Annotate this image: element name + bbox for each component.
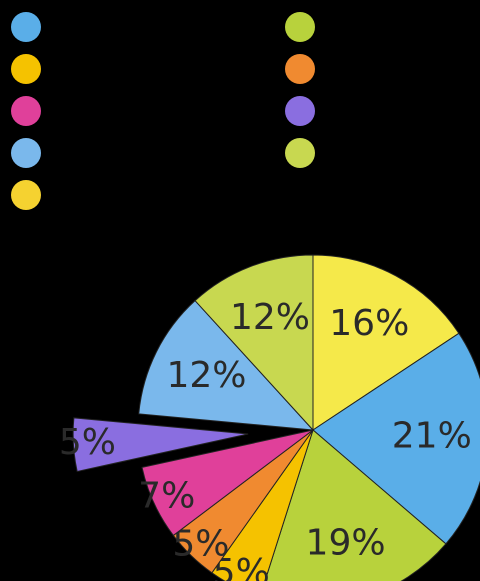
data-label: 16% [329,303,409,344]
data-label: 7% [138,475,195,516]
data-label: 21% [392,415,472,456]
pie-slice [194,254,314,432]
pie-slice [312,254,460,431]
legend-dot [11,138,41,168]
legend-dot [11,54,41,84]
legend-dot [285,96,315,126]
data-label: 5% [59,422,116,463]
data-label: 5% [172,524,229,565]
legend-dot [11,12,41,42]
data-label: 19% [306,522,386,563]
legend [11,12,315,210]
data-label: 12% [166,355,246,396]
legend-dot [11,180,41,210]
pie-slice [312,332,480,545]
legend-dot [285,12,315,42]
legend-dot [11,96,41,126]
legend-dot [285,138,315,168]
data-label: 12% [230,297,310,338]
legend-dot [285,54,315,84]
pie-slice [264,429,447,581]
pie-slice [141,429,314,537]
pie-slice [138,299,315,431]
pie-slice [72,417,249,473]
